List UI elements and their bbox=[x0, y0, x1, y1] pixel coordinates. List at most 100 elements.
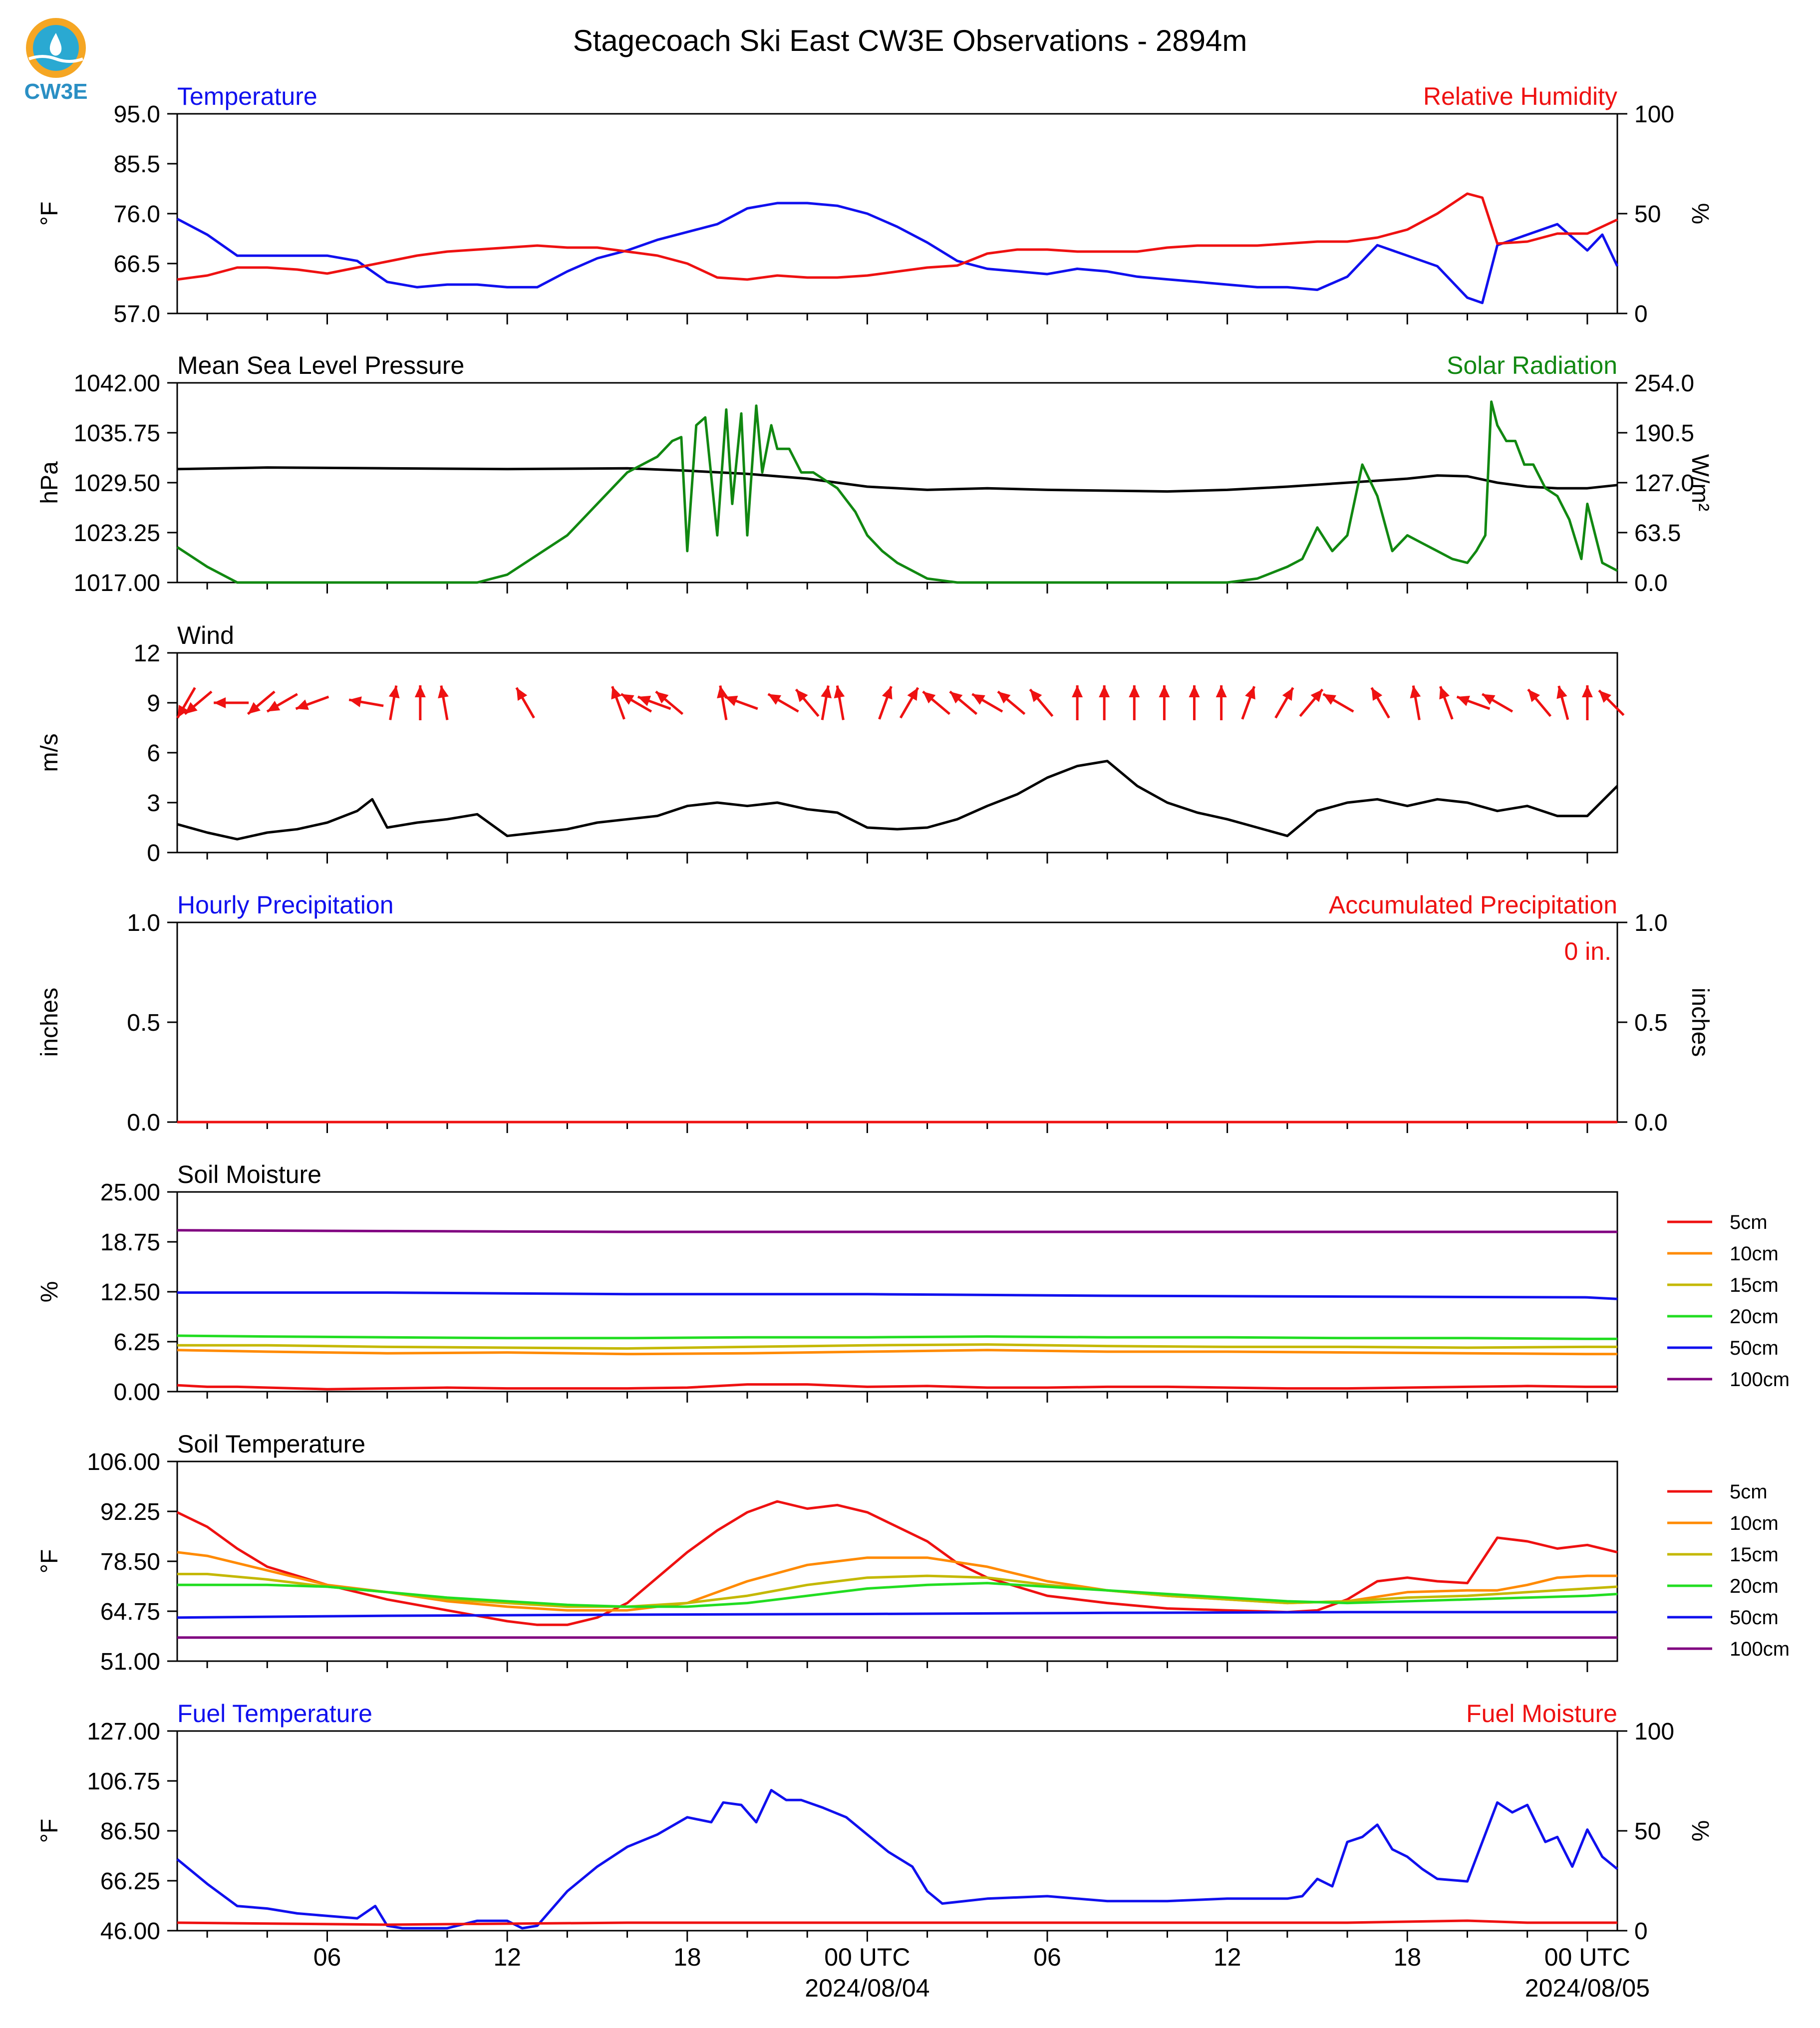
panel-temperature-humidity: 57.0 66.5 76.0 85.5 95.0 0 50 100 °F % Temperature… bbox=[36, 82, 1713, 327]
y-tick-label: 106.00 bbox=[87, 1449, 160, 1475]
logo-text: CW3E bbox=[24, 79, 87, 104]
y-axis-label: °F bbox=[36, 202, 63, 226]
series-line-0 bbox=[176, 202, 1619, 304]
wind-arrow bbox=[1410, 685, 1421, 720]
legend-label: 10cm bbox=[1730, 1512, 1779, 1534]
series-line-50cm bbox=[177, 1291, 1618, 1300]
panel-title-right: Fuel Moisture bbox=[1466, 1700, 1617, 1728]
y-right-tick-label: 0 bbox=[1634, 301, 1648, 327]
wind-arrow-head bbox=[1599, 690, 1611, 703]
wind-arrow bbox=[834, 685, 845, 720]
wind-arrow-head bbox=[1556, 686, 1567, 699]
y-tick-label: 6 bbox=[147, 740, 160, 767]
y-tick-label: 1029.50 bbox=[73, 470, 160, 497]
x-tick-label: 18 bbox=[673, 1943, 701, 1971]
wind-arrow bbox=[620, 693, 652, 713]
panel-title-left: Soil Moisture bbox=[177, 1160, 321, 1188]
plot-frame bbox=[176, 382, 1618, 583]
y-right-tick-label: 50 bbox=[1634, 201, 1661, 228]
x-date-label: 2024/08/05 bbox=[1525, 1974, 1650, 2002]
y-tick-label: 86.50 bbox=[100, 1818, 160, 1845]
y-tick-label: 85.5 bbox=[114, 151, 160, 178]
figure-title: Stagecoach Ski East CW3E Observations - … bbox=[573, 24, 1247, 57]
x-tick-label: 00 UTC bbox=[824, 1943, 910, 1971]
wind-arrow-head bbox=[1189, 685, 1200, 697]
wind-arrow-head bbox=[388, 685, 400, 699]
wind-arrow bbox=[1482, 693, 1514, 713]
panel-title-left: Soil Temperature bbox=[177, 1430, 365, 1458]
panel-soil-temperature: 51.00 64.75 78.50 92.25 106.00 °F Soil Tempera… bbox=[36, 1430, 1618, 1675]
legend-label: 10cm bbox=[1730, 1243, 1779, 1265]
y-tick-label: 9 bbox=[147, 690, 160, 717]
wind-arrow bbox=[214, 697, 249, 708]
wind-arrow bbox=[295, 695, 329, 710]
panel-title-left: Fuel Temperature bbox=[177, 1700, 372, 1728]
y-right-axis-label: % bbox=[1687, 1820, 1713, 1842]
y-right-tick-label: 50 bbox=[1634, 1818, 1661, 1845]
wind-arrow-head bbox=[1439, 686, 1450, 700]
legend-label: 100cm bbox=[1730, 1369, 1790, 1391]
legend-label: 15cm bbox=[1730, 1544, 1779, 1566]
y-tick-label: 12 bbox=[134, 640, 160, 667]
wind-arrow bbox=[1215, 685, 1227, 720]
y-tick-label: 51.00 bbox=[100, 1649, 160, 1675]
y-axis-label: hPa bbox=[36, 461, 63, 504]
wind-arrow-head bbox=[1072, 685, 1083, 697]
wind-arrow bbox=[971, 693, 1003, 713]
y-tick-label: 66.5 bbox=[114, 251, 160, 278]
wind-arrow-head bbox=[1323, 694, 1337, 705]
wind-arrow-head bbox=[1245, 686, 1255, 700]
y-tick-label: 1023.25 bbox=[73, 520, 160, 547]
wind-arrow-head bbox=[1129, 685, 1140, 697]
wind-arrow bbox=[247, 690, 276, 715]
series-line-100cm bbox=[177, 1229, 1617, 1233]
legend-label: 20cm bbox=[1730, 1575, 1779, 1597]
legend-item: 20cm bbox=[1667, 1575, 1779, 1597]
x-tick-label: 00 UTC bbox=[1544, 1943, 1630, 1971]
wind-arrow-head bbox=[1482, 694, 1496, 705]
wind-arrow bbox=[438, 685, 449, 720]
y-axis-label: inches bbox=[36, 988, 63, 1057]
wind-arrow bbox=[717, 685, 728, 720]
plot-frame bbox=[176, 1730, 1618, 1932]
wind-arrow-head bbox=[1215, 685, 1227, 697]
wind-arrow-head bbox=[949, 691, 963, 704]
wind-arrow-head bbox=[972, 694, 985, 705]
y-tick-label: 1.0 bbox=[127, 910, 160, 936]
y-right-tick-label: 0.0 bbox=[1634, 570, 1668, 596]
y-axis-label: °F bbox=[36, 1819, 63, 1843]
y-right-tick-label: 1.0 bbox=[1634, 910, 1668, 936]
wind-arrow-head bbox=[882, 686, 893, 700]
legend-item: 20cm bbox=[1667, 1306, 1779, 1328]
panel-wind: 0 3 6 9 12 m/s Wind bbox=[36, 621, 1625, 867]
y-tick-label: 78.50 bbox=[100, 1549, 160, 1575]
wind-arrow bbox=[724, 695, 758, 710]
y-tick-label: 12.50 bbox=[100, 1279, 160, 1306]
wind-arrow-head bbox=[248, 702, 261, 714]
legend-item: 5cm bbox=[1667, 1211, 1768, 1233]
y-tick-label: 92.25 bbox=[100, 1499, 160, 1525]
y-tick-label: 25.00 bbox=[100, 1179, 160, 1206]
y-tick-label: 46.00 bbox=[100, 1918, 160, 1945]
series-line-50cm bbox=[177, 1611, 1617, 1619]
wind-arrow bbox=[1029, 688, 1054, 717]
wind-arrow-head bbox=[438, 685, 449, 699]
wind-arrow bbox=[1129, 685, 1140, 720]
y-tick-label: 3 bbox=[147, 790, 160, 817]
y-right-axis-label: W/m² bbox=[1687, 454, 1713, 512]
wind-arrow-head bbox=[655, 691, 669, 704]
wind-arrow bbox=[997, 690, 1026, 715]
wind-arrow bbox=[1299, 688, 1324, 717]
legend-item: 10cm bbox=[1667, 1243, 1779, 1265]
wind-arrow bbox=[184, 690, 213, 715]
legend-label: 50cm bbox=[1730, 1337, 1779, 1359]
panel-title-left: Wind bbox=[177, 621, 234, 649]
series-line-5cm bbox=[177, 1383, 1617, 1391]
y-tick-label: 0.0 bbox=[127, 1110, 160, 1136]
legend-item: 5cm bbox=[1667, 1481, 1768, 1503]
y-axis-label: °F bbox=[36, 1549, 63, 1574]
wind-arrow-head bbox=[1371, 687, 1383, 701]
wind-arrow-head bbox=[214, 697, 226, 708]
legend-item: 10cm bbox=[1667, 1512, 1779, 1534]
wind-arrow-head bbox=[611, 686, 622, 700]
